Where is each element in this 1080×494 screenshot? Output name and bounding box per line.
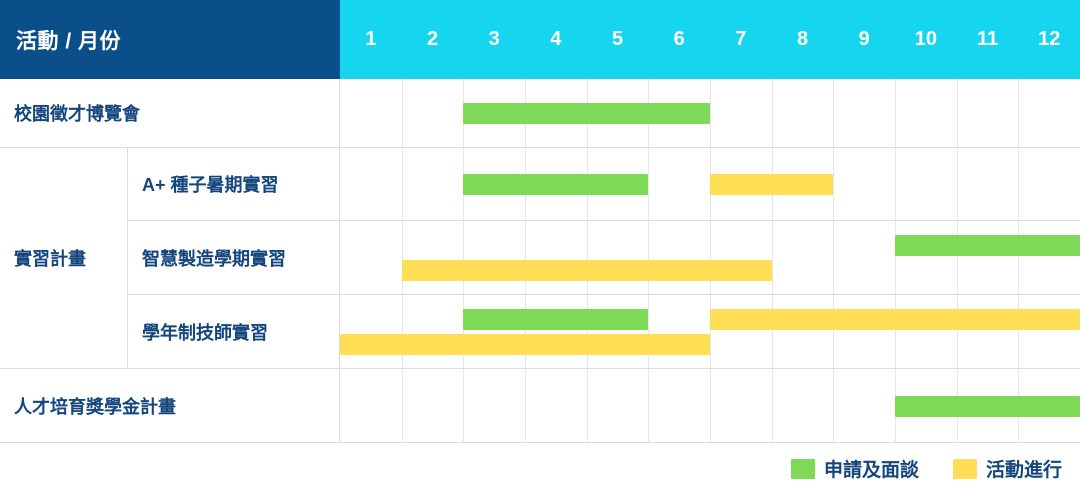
- gantt-bar-r4-2: [710, 309, 1080, 331]
- gridline-horizontal-5: [340, 442, 1080, 443]
- row-group-label-text: 實習計畫: [14, 249, 86, 269]
- month-header-cell-5: 5: [611, 28, 624, 50]
- row-label-text: 學年制技師實習: [142, 322, 268, 343]
- gantt-bar-r2-2: [710, 174, 834, 195]
- row-label-3: 智慧製造學期實習: [128, 221, 340, 295]
- month-header-cell-10: 10: [914, 28, 937, 50]
- month-header-cell-9: 9: [858, 28, 870, 50]
- chart-legend: 申請及面談 活動進行: [0, 443, 1080, 494]
- gantt-bar-r4-1: [463, 309, 649, 331]
- month-header-cell-8: 8: [796, 28, 809, 50]
- gridline-horizontal-2: [340, 220, 1080, 221]
- gantt-bar-r3-1: [895, 235, 1080, 257]
- month-header-cell-7: 7: [735, 28, 747, 50]
- month-header-cell-3: 3: [488, 28, 500, 50]
- gantt-bar-r5-1: [895, 395, 1080, 417]
- legend-item-1: 申請及面談: [790, 455, 919, 482]
- row-label-text: A+ 種子暑期實習: [142, 175, 279, 195]
- gantt-bar-r2-1: [463, 174, 649, 195]
- month-header-cell-1: 1: [365, 28, 377, 50]
- legend-label: 申請及面談: [823, 460, 919, 481]
- chart-body: 校園徵才博覽會 A+ 種子暑期實習 智慧製造學期實習 學年制技師實習人才培育獎學金計畫…: [0, 79, 1080, 443]
- gantt-bar-r1-1: [463, 103, 710, 124]
- row-label-1: 校園徵才博覽會: [0, 79, 340, 148]
- legend-label: 活動進行: [985, 460, 1062, 481]
- row-label-text: 智慧製造學期實習: [142, 248, 286, 269]
- header-label-cell: 活動 / 月份: [0, 0, 340, 79]
- chart-header: 活動 / 月份 1 2 3 4 5 6 7 8 9 10 11 12: [0, 0, 1080, 79]
- gridline-vertical-8: [833, 79, 834, 443]
- gridline-horizontal-1: [340, 147, 1080, 148]
- row-label-column: 校園徵才博覽會 A+ 種子暑期實習 智慧製造學期實習 學年制技師實習人才培育獎學金計畫…: [0, 79, 340, 443]
- month-header-cell-4: 4: [550, 28, 562, 50]
- row-group-label-internship: 實習計畫: [0, 148, 128, 369]
- header-label-text: 活動 / 月份: [16, 29, 122, 53]
- row-label-text: 人才培育獎學金計畫: [14, 396, 176, 417]
- month-header-cell-6: 6: [673, 28, 685, 50]
- gridline-vertical-7: [772, 79, 773, 443]
- row-label-text: 校園徵才博覽會: [14, 104, 140, 124]
- month-header-cell-12: 12: [1038, 28, 1061, 50]
- legend-swatch-icon: [790, 458, 815, 479]
- month-header-cell-11: 11: [976, 28, 999, 50]
- gridline-vertical-9: [895, 79, 896, 443]
- gridline-horizontal-3: [340, 294, 1080, 295]
- gridline-vertical-10: [957, 79, 958, 443]
- month-header-cell-2: 2: [426, 28, 439, 50]
- gridline-horizontal-4: [340, 368, 1080, 369]
- timeline-grid: [340, 79, 1080, 443]
- row-label-5: 人才培育獎學金計畫: [0, 369, 340, 443]
- legend-item-2: 活動進行: [952, 455, 1062, 482]
- month-header-row: 1 2 3 4 5 6 7 8 9 10 11 12: [340, 0, 1080, 79]
- gantt-bar-r3-2: [401, 259, 772, 281]
- row-label-4: 學年制技師實習: [128, 295, 340, 369]
- gridline-vertical-11: [1018, 79, 1019, 443]
- gantt-bar-r4-3: [340, 333, 710, 355]
- legend-swatch-icon: [952, 458, 977, 479]
- row-label-2: A+ 種子暑期實習: [128, 148, 340, 221]
